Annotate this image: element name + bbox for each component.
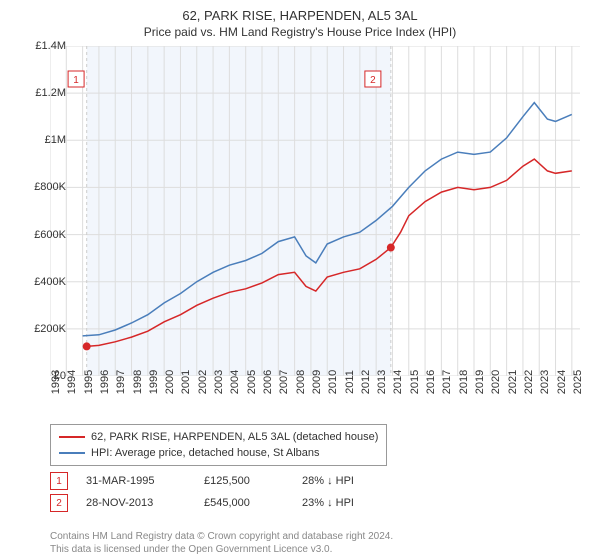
x-tick-label: 2017 [441,370,453,394]
y-tick-label: £1.2M [35,87,66,99]
x-tick-label: 2010 [327,370,339,394]
footer-attribution: Contains HM Land Registry data © Crown c… [50,530,393,556]
y-tick-label: £1M [45,134,66,146]
x-tick-label: 2018 [458,370,470,394]
legend-row: HPI: Average price, detached house, St A… [59,445,378,461]
x-tick-label: 2004 [229,370,241,394]
sale-date: 28-NOV-2013 [86,497,186,509]
x-tick-label: 2016 [425,370,437,394]
svg-text:1: 1 [73,75,79,86]
x-tick-label: 2007 [278,370,290,394]
legend-label: HPI: Average price, detached house, St A… [91,447,320,459]
sale-delta: 28% ↓ HPI [302,475,354,487]
x-tick-label: 2001 [180,370,192,394]
x-tick-label: 2020 [490,370,502,394]
x-tick-label: 2013 [376,370,388,394]
x-tick-label: 2024 [556,370,568,394]
x-tick-label: 2015 [409,370,421,394]
x-tick-label: 2021 [507,370,519,394]
chart-area: 12 [50,46,580,376]
x-tick-label: 1993 [50,370,62,394]
x-tick-label: 2023 [539,370,551,394]
sale-price: £545,000 [204,497,284,509]
x-tick-label: 2003 [213,370,225,394]
x-tick-label: 2006 [262,370,274,394]
x-tick-label: 1997 [115,370,127,394]
x-tick-label: 2009 [311,370,323,394]
svg-text:2: 2 [370,75,376,86]
footer-line-1: Contains HM Land Registry data © Crown c… [50,530,393,543]
x-tick-label: 1996 [99,370,111,394]
y-tick-label: £800K [34,181,66,193]
footer-line-2: This data is licensed under the Open Gov… [50,543,393,556]
sale-marker-badge: 2 [50,494,68,512]
legend-row: 62, PARK RISE, HARPENDEN, AL5 3AL (detac… [59,429,378,445]
chart-container: 62, PARK RISE, HARPENDEN, AL5 3AL Price … [0,0,600,560]
legend-swatch [59,436,85,438]
chart-svg: 12 [50,46,580,376]
y-tick-label: £600K [34,229,66,241]
x-tick-label: 1998 [132,370,144,394]
y-tick-label: £1.4M [35,40,66,52]
sale-date: 31-MAR-1995 [86,475,186,487]
page-title: 62, PARK RISE, HARPENDEN, AL5 3AL [0,0,600,23]
x-tick-label: 2019 [474,370,486,394]
legend-box: 62, PARK RISE, HARPENDEN, AL5 3AL (detac… [50,424,387,466]
sale-delta: 23% ↓ HPI [302,497,354,509]
sale-marker-badge: 1 [50,472,68,490]
sale-row: 2 28-NOV-2013 £545,000 23% ↓ HPI [50,494,354,512]
x-tick-label: 2012 [360,370,372,394]
y-tick-label: £400K [34,276,66,288]
x-tick-label: 1994 [66,370,78,394]
page-subtitle: Price paid vs. HM Land Registry's House … [0,23,600,45]
x-tick-label: 2011 [344,370,356,394]
x-tick-label: 1999 [148,370,160,394]
sale-price: £125,500 [204,475,284,487]
x-tick-label: 2005 [246,370,258,394]
x-tick-label: 2025 [572,370,584,394]
x-tick-label: 1995 [83,370,95,394]
x-tick-label: 2002 [197,370,209,394]
x-tick-label: 2014 [392,370,404,394]
legend-swatch [59,452,85,454]
sale-row: 1 31-MAR-1995 £125,500 28% ↓ HPI [50,472,354,490]
x-tick-label: 2022 [523,370,535,394]
y-tick-label: £200K [34,323,66,335]
legend-label: 62, PARK RISE, HARPENDEN, AL5 3AL (detac… [91,431,378,443]
x-tick-label: 2000 [164,370,176,394]
x-tick-label: 2008 [295,370,307,394]
